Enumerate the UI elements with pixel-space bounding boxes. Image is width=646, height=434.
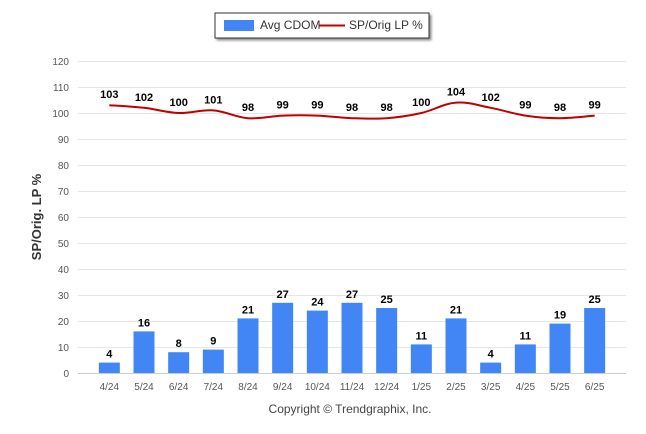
x-tick-label: 1/25 xyxy=(412,382,432,393)
legend-label-bar: Avg CDOM xyxy=(260,18,320,32)
y-axis-label: SP/Orig. LP % xyxy=(29,173,44,260)
x-tick-label: 4/25 xyxy=(516,382,536,393)
line-data-label: 99 xyxy=(519,100,531,112)
line-data-labels: 103 102 100 101 98 99 99 98 98 100 104 102 99 98 99 xyxy=(100,87,601,115)
y-tick-label: 20 xyxy=(58,317,70,328)
line-data-label: 102 xyxy=(481,92,499,104)
legend-swatch-bar xyxy=(224,20,254,31)
y-tick-label: 110 xyxy=(53,83,69,94)
bar-data-labels: 4 16 8 9 21 27 24 27 25 11 21 4 11 19 25 xyxy=(106,289,601,361)
gridlines xyxy=(78,61,626,374)
line-data-label: 98 xyxy=(346,102,358,114)
bar xyxy=(410,344,432,373)
bar-series xyxy=(98,302,606,373)
bar-data-label: 25 xyxy=(589,294,601,306)
bar-data-label: 16 xyxy=(138,317,150,329)
x-tick-label: 5/25 xyxy=(550,382,570,393)
y-tick-label: 100 xyxy=(52,109,69,120)
line-data-label: 101 xyxy=(204,94,222,106)
bar xyxy=(272,302,294,373)
bar xyxy=(480,362,502,373)
bar xyxy=(168,352,190,373)
x-tick-label: 9/24 xyxy=(273,382,293,393)
line-data-label: 99 xyxy=(589,100,601,112)
x-tick-label: 3/25 xyxy=(481,382,501,393)
bar-data-label: 8 xyxy=(176,338,182,350)
line-data-label: 104 xyxy=(447,87,466,99)
line-data-label: 98 xyxy=(242,102,254,114)
x-tick-label: 6/24 xyxy=(169,382,189,393)
line-series xyxy=(109,101,595,120)
y-tick-label: 90 xyxy=(58,135,70,146)
legend: Avg CDOM SP/Orig LP % xyxy=(214,12,430,39)
bar-data-label: 11 xyxy=(416,330,428,342)
bar xyxy=(306,310,328,373)
y-tick-label: 30 xyxy=(58,291,70,302)
line-data-label: 103 xyxy=(100,89,118,101)
line-data-label: 102 xyxy=(135,92,153,104)
bar xyxy=(202,349,224,373)
bar xyxy=(237,318,259,373)
line-data-label: 99 xyxy=(277,100,289,112)
x-tick-label: 10/24 xyxy=(305,382,330,393)
x-tick-label: 8/24 xyxy=(238,382,258,393)
bar xyxy=(584,308,606,373)
bar-data-label: 9 xyxy=(210,336,216,348)
bar-data-label: 25 xyxy=(381,294,393,306)
x-tick-label: 6/25 xyxy=(585,382,605,393)
bar xyxy=(514,344,536,373)
y-axis-ticks: 0 10 20 30 40 50 60 70 80 90 100 110 120 xyxy=(52,57,69,380)
y-tick-label: 40 xyxy=(58,265,70,276)
x-tick-label: 11/24 xyxy=(340,382,365,393)
copyright-credit: Copyright © Trendgraphix, Inc. xyxy=(269,402,432,416)
bar xyxy=(445,318,467,373)
bar-data-label: 27 xyxy=(277,289,289,301)
bar-data-label: 19 xyxy=(554,310,566,322)
y-tick-label: 80 xyxy=(58,161,70,172)
y-tick-label: 0 xyxy=(63,369,69,380)
legend-label-line: SP/Orig LP % xyxy=(349,18,423,32)
y-tick-label: 10 xyxy=(58,343,70,354)
bar xyxy=(98,362,120,373)
bar xyxy=(376,308,398,373)
line-data-label: 100 xyxy=(169,97,187,109)
x-tick-label: 12/24 xyxy=(374,382,399,393)
y-tick-label: 50 xyxy=(58,239,70,250)
line-data-label: 98 xyxy=(554,102,566,114)
bar-data-label: 11 xyxy=(520,330,532,342)
y-tick-label: 120 xyxy=(52,57,69,68)
y-tick-label: 60 xyxy=(58,213,70,224)
x-tick-label: 4/24 xyxy=(100,382,120,393)
bar-data-label: 4 xyxy=(488,349,495,361)
bar-data-label: 21 xyxy=(242,304,254,316)
bar-data-label: 21 xyxy=(450,304,462,316)
x-axis-ticks: 4/24 5/24 6/24 7/24 8/24 9/24 10/24 11/24 12/24 1… xyxy=(100,382,605,393)
bar-data-label: 27 xyxy=(346,289,358,301)
bar-data-label: 4 xyxy=(106,349,113,361)
y-tick-label: 70 xyxy=(58,187,70,198)
sp-orig-lp-line xyxy=(109,101,595,120)
bar xyxy=(341,302,363,373)
bar-data-label: 24 xyxy=(311,297,324,309)
line-data-label: 99 xyxy=(311,100,323,112)
bar xyxy=(133,331,155,373)
line-data-label: 100 xyxy=(412,97,430,109)
line-data-label: 98 xyxy=(381,102,393,114)
x-tick-label: 7/24 xyxy=(204,382,224,393)
x-tick-label: 5/24 xyxy=(134,382,154,393)
bar xyxy=(549,323,571,373)
x-tick-label: 2/25 xyxy=(446,382,466,393)
